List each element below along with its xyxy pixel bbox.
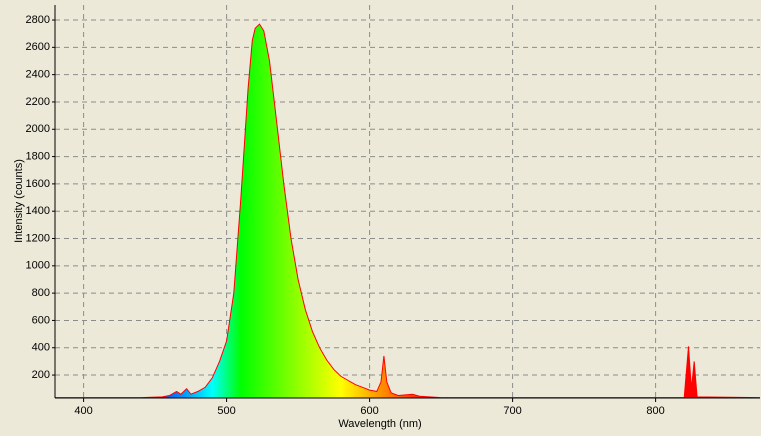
y-tick-label: 2200 <box>26 96 50 108</box>
x-tick-label: 600 <box>360 405 378 417</box>
y-tick-label: 2400 <box>26 69 50 81</box>
y-axis-label: Intensity (counts) <box>13 159 25 243</box>
y-tick-label: 600 <box>32 314 50 326</box>
y-tick-label: 1400 <box>26 205 50 217</box>
y-tick-label: 2600 <box>26 41 50 53</box>
y-tick-label: 1200 <box>26 232 50 244</box>
y-tick-label: 400 <box>32 342 50 354</box>
y-tick-label: 800 <box>32 287 50 299</box>
x-tick-label: 700 <box>503 405 521 417</box>
x-tick-label: 400 <box>74 405 92 417</box>
y-tick-label: 200 <box>32 369 50 381</box>
x-tick-label: 800 <box>646 405 664 417</box>
y-tick-label: 1800 <box>26 150 50 162</box>
x-axis-label: Wavelength (nm) <box>338 418 421 430</box>
x-tick-label: 500 <box>217 405 235 417</box>
y-tick-label: 1600 <box>26 178 50 190</box>
spectrum-line <box>55 23 761 399</box>
y-tick-label: 2000 <box>26 123 50 135</box>
y-tick-label: 1000 <box>26 260 50 272</box>
y-tick-label: 2800 <box>26 14 50 26</box>
